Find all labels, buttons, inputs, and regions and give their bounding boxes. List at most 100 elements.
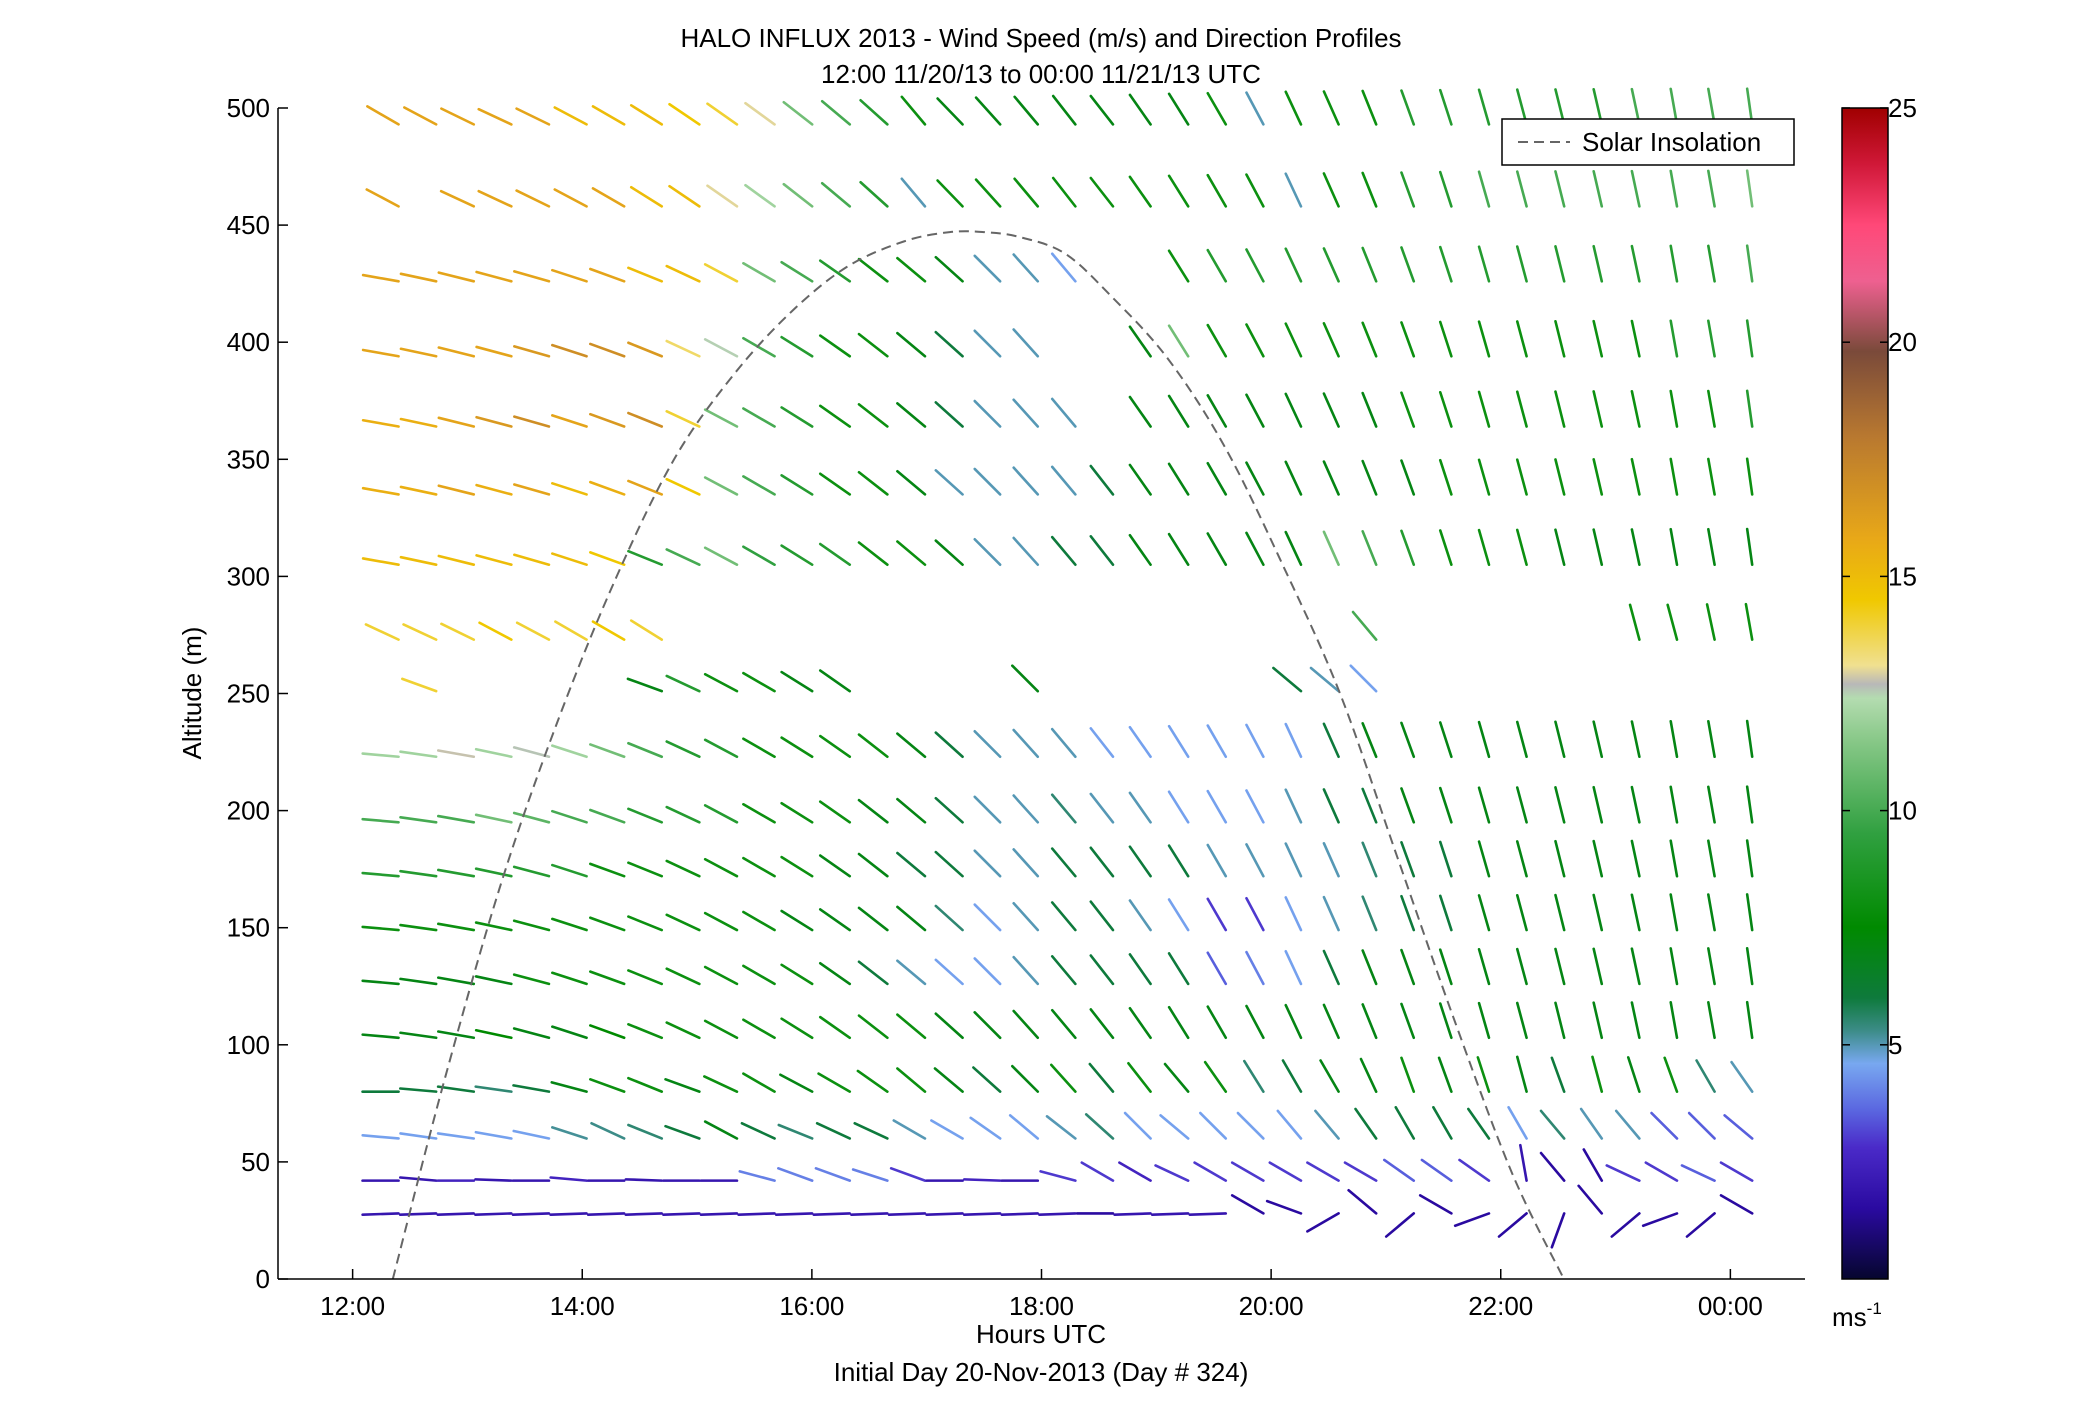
wind-barb — [933, 1067, 964, 1093]
wind-barb — [974, 178, 1002, 208]
wind-barb — [474, 747, 513, 759]
wind-barb — [1284, 530, 1303, 566]
wind-barb — [1113, 1212, 1152, 1216]
wind-barb — [551, 552, 588, 566]
wind-barb — [553, 106, 588, 126]
wind-barb — [820, 181, 852, 208]
wind-barb — [551, 1025, 588, 1040]
wind-barb — [515, 621, 551, 641]
wind-barb — [1626, 1056, 1641, 1093]
wind-barb — [512, 1027, 551, 1040]
wind-barb — [934, 796, 964, 824]
wind-barb — [934, 958, 964, 986]
wind-barb — [1089, 792, 1115, 824]
wind-barb — [437, 749, 476, 759]
wind-barb — [474, 1212, 513, 1216]
wind-barb — [1539, 1109, 1566, 1140]
wind-barb — [1663, 1056, 1679, 1093]
wind-barb — [706, 184, 739, 208]
wind-barb — [742, 856, 776, 878]
wind-barb — [664, 1078, 701, 1093]
wind-barb — [1284, 722, 1303, 759]
wind-barb — [591, 620, 626, 641]
wind-barb — [973, 537, 1002, 566]
wind-barb — [1012, 466, 1040, 496]
wind-barb — [1199, 1111, 1228, 1140]
wind-barb — [1167, 394, 1190, 428]
wind-barb — [1669, 947, 1679, 986]
wind-barb — [1050, 1008, 1077, 1040]
wind-barb — [586, 1212, 626, 1216]
wind-barb — [1245, 323, 1265, 358]
wind-barb — [1012, 901, 1040, 932]
wind-barb — [512, 919, 551, 932]
wind-barb — [706, 102, 739, 126]
wind-barb — [513, 270, 551, 283]
x-tick-label: 14:00 — [550, 1291, 615, 1321]
chart-title: HALO INFLUX 2013 - Wind Speed (m/s) and … — [680, 23, 1401, 53]
wind-barb — [703, 408, 739, 428]
wind-barb — [1167, 532, 1190, 566]
wind-barb — [818, 1015, 852, 1040]
wind-barb — [549, 1176, 588, 1182]
x-axis-ticks: 12:00 14:00 16:00 18:00 20:00 22:00 00:00 — [320, 1269, 1763, 1321]
wind-barb — [1592, 458, 1604, 496]
wind-barb — [1128, 725, 1152, 759]
legend: Solar Insolation — [1501, 118, 1795, 166]
wind-barb — [399, 1132, 438, 1140]
wind-barb — [1361, 895, 1378, 932]
wind-barb — [401, 677, 438, 693]
wind-barb — [399, 750, 438, 759]
wind-barb — [1359, 1057, 1378, 1093]
wind-barb — [1188, 1212, 1228, 1216]
wind-barb — [1150, 1212, 1190, 1216]
wind-barb — [1128, 395, 1152, 428]
wind-barb — [629, 619, 664, 641]
wind-barb — [1628, 603, 1641, 641]
wind-barb — [930, 1119, 964, 1140]
wind-barb — [1707, 839, 1716, 878]
wind-barb — [1050, 955, 1077, 986]
wind-barb — [399, 1031, 438, 1040]
wind-barb — [1322, 322, 1340, 358]
y-tick-label: 0 — [256, 1264, 270, 1294]
wind-barb — [1515, 840, 1528, 878]
wind-barb — [962, 1212, 1002, 1216]
x-axis-title: Hours UTC — [976, 1319, 1106, 1349]
wind-barb — [1438, 1002, 1453, 1040]
wind-barb — [1206, 173, 1228, 208]
wind-barb — [1284, 247, 1303, 283]
wind-barb — [1382, 1158, 1416, 1182]
colorbar-tick-label: 5 — [1888, 1030, 1902, 1060]
wind-barb — [1354, 1107, 1378, 1140]
wind-barb — [703, 738, 739, 759]
wind-barb — [1669, 785, 1679, 824]
wind-barb — [1592, 390, 1604, 428]
wind-barb — [934, 731, 964, 759]
wind-barb — [1477, 458, 1491, 496]
wind-barb — [1080, 1161, 1115, 1182]
wind-barb — [850, 1212, 889, 1216]
wind-barb — [474, 813, 513, 824]
wind-barb — [551, 1126, 588, 1140]
wind-barb — [1089, 535, 1115, 566]
colorbar-tick-label: 15 — [1888, 561, 1917, 591]
wind-barb — [1012, 253, 1040, 283]
wind-barb — [1284, 460, 1303, 496]
wind-barb — [1206, 323, 1228, 358]
wind-barb — [403, 106, 438, 126]
wind-barb — [851, 1168, 889, 1182]
wind-barb — [1554, 390, 1566, 428]
wind-barb — [1051, 176, 1077, 208]
wind-barb — [1361, 391, 1378, 428]
wind-barb — [1127, 1061, 1152, 1093]
wind-barb — [361, 752, 400, 759]
wind-barb — [627, 341, 664, 358]
y-tick-label: 400 — [227, 327, 270, 357]
wind-barb — [515, 189, 551, 208]
wind-barb — [1245, 91, 1265, 126]
wind-barb — [474, 1085, 513, 1093]
wind-barb — [1322, 895, 1340, 932]
wind-barb — [1400, 948, 1416, 986]
wind-barb — [361, 979, 400, 986]
